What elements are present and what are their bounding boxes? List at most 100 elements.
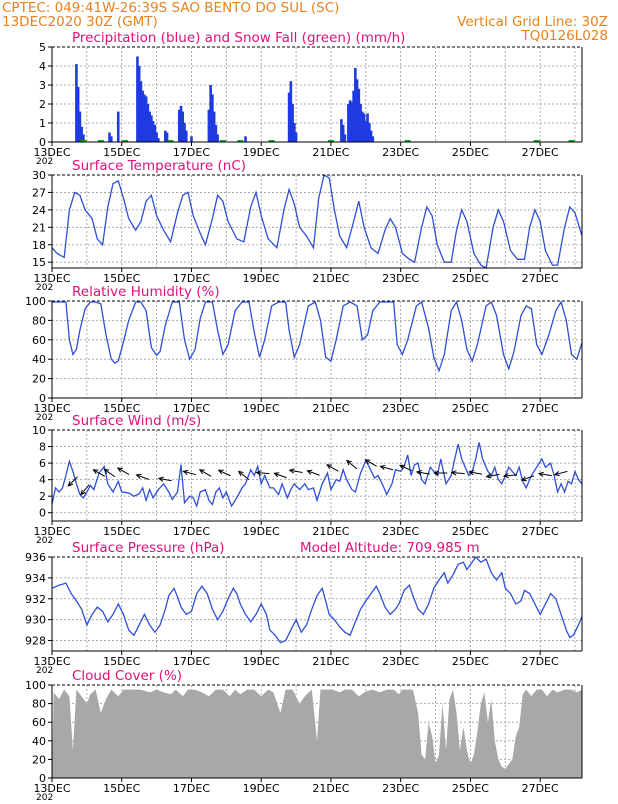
wind-arrow <box>520 475 535 482</box>
wind-arrow <box>67 476 78 487</box>
wind-arrow <box>306 469 320 476</box>
precip-bar <box>212 111 216 142</box>
precip-bar <box>244 136 247 142</box>
y-tick-label: 100 <box>25 679 46 692</box>
precip-bar <box>216 134 219 142</box>
precip-bar <box>75 64 78 142</box>
wind-arrow <box>433 470 448 476</box>
wind-arrow-shaft <box>451 471 465 475</box>
x-tick-label: 23DEC <box>382 272 419 285</box>
precip-bar <box>190 136 193 142</box>
snow-bar <box>404 140 411 142</box>
wind-arrow <box>379 464 394 471</box>
x-tick-label: 17DEC <box>173 146 210 159</box>
wind-arrow-shaft <box>326 464 339 472</box>
panel-title: Cloud Cover (%) <box>72 668 182 684</box>
x-tick-label: 13DEC <box>33 402 70 415</box>
wind-arrow-head <box>468 470 475 476</box>
y-tick-label: 18 <box>32 239 46 252</box>
x-tick-label: 23DEC <box>382 655 419 668</box>
wind-arrow-head <box>537 471 544 477</box>
x-tick-label: 15DEC <box>103 402 140 415</box>
y-tick-label: 932 <box>25 593 46 606</box>
wind-arrow-head <box>346 459 352 466</box>
panel-title: Surface Pressure (hPa) <box>72 540 225 556</box>
y-tick-label: 6 <box>39 457 46 470</box>
wind-arrow-shaft <box>521 475 535 481</box>
wind-arrow-shaft <box>67 476 78 487</box>
wind-arrow <box>502 473 518 479</box>
x-tick-label: 27DEC <box>522 525 559 538</box>
precip-bar <box>293 123 296 142</box>
header: CPTEC: 049:41W-26:39S SAO BENTO DO SUL (… <box>2 0 608 44</box>
wind-arrow-head <box>217 469 224 475</box>
x-tick-label: 23DEC <box>382 525 419 538</box>
wind-arrow <box>398 464 413 472</box>
precip-bar <box>76 86 80 142</box>
panel-cloud: 0 20 40 60 80 100 13DEC 15DEC 17DEC 19DEC 21DEC 23D… <box>25 668 583 803</box>
x-tick-label: 13DEC <box>33 782 70 795</box>
model-altitude: Model Altitude: 709.985 m <box>300 540 480 556</box>
precip-bar <box>211 94 214 142</box>
x-tick-label: 23DEC <box>382 782 419 795</box>
panel-title: Surface Wind (m/s) <box>72 413 201 429</box>
snow-bar <box>97 140 104 142</box>
y-tick-label: 100 <box>25 295 46 308</box>
wind-arrow-head <box>92 469 99 475</box>
wind-arrow <box>157 476 172 482</box>
wind-arrow-head <box>450 470 457 476</box>
wind-arrow-shaft <box>554 470 568 476</box>
snow-bar <box>219 140 226 142</box>
y-tick-label: 2 <box>39 98 46 111</box>
x-tick-label: 15DEC <box>103 272 140 285</box>
snow-bar <box>237 140 244 142</box>
year-label: 202 <box>36 283 53 293</box>
x-tick-label: 19DEC <box>243 402 280 415</box>
precip-bar <box>82 134 85 142</box>
wind-arrow-head <box>520 476 527 482</box>
precip-bar <box>177 109 181 142</box>
x-tick-label: 13DEC <box>33 655 70 668</box>
year-label: 202 <box>36 536 53 546</box>
precip-bar <box>354 67 357 142</box>
x-tick-label: 17DEC <box>173 525 210 538</box>
precip-bar <box>214 124 218 142</box>
precip-bar <box>80 126 83 142</box>
x-tick-label: 27DEC <box>522 402 559 415</box>
wind-arrow-head <box>288 468 295 474</box>
precip-bar <box>209 85 212 142</box>
wind-arrow-shaft <box>103 468 116 478</box>
snow-bar <box>167 140 174 142</box>
precip-bar <box>362 113 366 142</box>
y-tick-label: 0 <box>39 392 46 405</box>
x-tick-label: 17DEC <box>173 272 210 285</box>
snow-bar <box>122 140 129 142</box>
precip-bar <box>355 79 359 142</box>
precip-bar <box>352 90 355 142</box>
cloud-cover-area <box>52 689 582 778</box>
precip-bar <box>184 130 188 142</box>
x-tick-label: 27DEC <box>522 782 559 795</box>
wind-arrow <box>135 473 149 480</box>
wind-arrow <box>537 471 552 477</box>
x-tick-label: 21DEC <box>312 525 349 538</box>
x-tick-label: 23DEC <box>382 402 419 415</box>
wind-arrow-shaft <box>117 467 130 476</box>
y-tick-label: 936 <box>25 551 46 564</box>
x-tick-label: 19DEC <box>243 655 280 668</box>
precip-bar <box>357 88 361 142</box>
precip-bar <box>78 111 82 142</box>
precip-bar <box>136 56 139 142</box>
wind-arrow <box>450 470 465 476</box>
wind-arrow-head <box>326 464 333 470</box>
wind-arrow <box>217 469 231 477</box>
precip-bar <box>109 136 113 142</box>
y-tick-label: 928 <box>25 635 46 648</box>
snow-bar <box>268 140 275 142</box>
y-tick-label: 934 <box>25 572 46 585</box>
wind-arrow-head <box>553 471 560 477</box>
station-line: CPTEC: 049:41W-26:39S SAO BENTO DO SUL (… <box>2 0 339 16</box>
wind-arrow <box>415 470 430 476</box>
wind-arrow-head <box>103 468 110 474</box>
